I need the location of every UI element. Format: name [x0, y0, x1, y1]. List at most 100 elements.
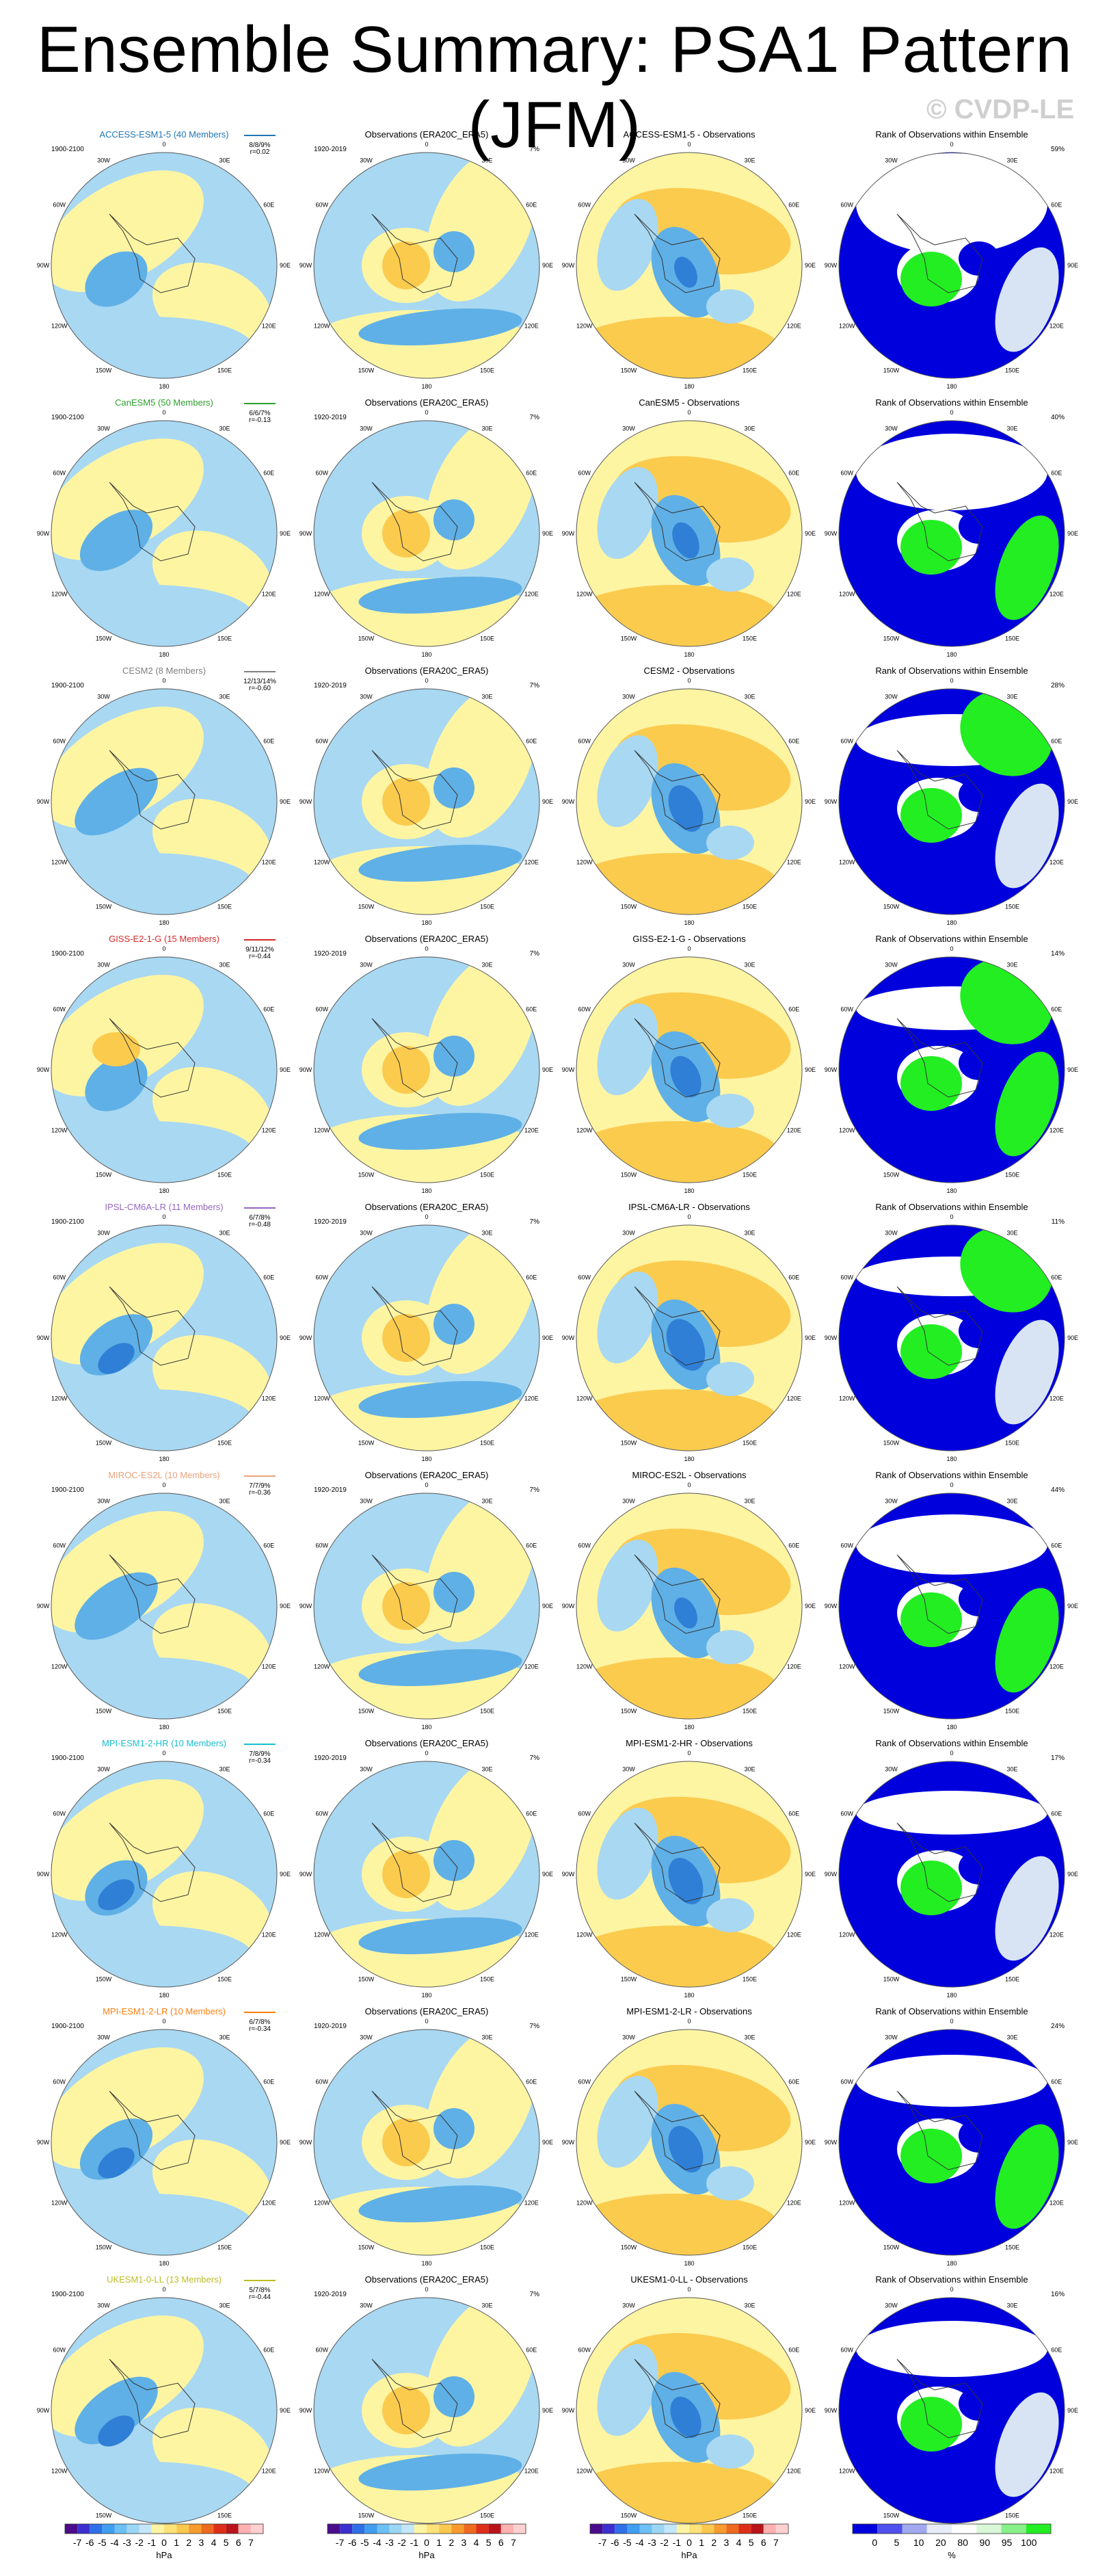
longitude-label: 150E	[217, 1975, 232, 1982]
longitude-label: 120E	[524, 1395, 539, 1402]
longitude-label: 0	[425, 141, 428, 148]
map-border	[313, 1224, 540, 1451]
colorbar-tick-label: 5	[749, 2537, 754, 2548]
longitude-label: 30E	[481, 1230, 492, 1237]
colorbar-swatch	[102, 2524, 115, 2534]
colorbar-tick-label: 6	[761, 2537, 766, 2548]
rank-mid	[856, 434, 1047, 510]
colorbar-tick-label: -5	[98, 2537, 107, 2548]
model-title: MPI-ESM1-2-LR (10 Members)	[103, 2006, 226, 2016]
longitude-label: 150W	[96, 2512, 112, 2519]
longitude-label: 60E	[788, 1006, 799, 1013]
longitude-label: 90E	[280, 1603, 291, 1609]
longitude-label: 150W	[96, 1707, 112, 1714]
model-stats: 6/6/7%	[249, 410, 270, 417]
negative-anomaly	[358, 1112, 522, 1151]
antarctica-coastline	[634, 213, 721, 293]
rank-low	[959, 2387, 1000, 2421]
longitude-label: 30E	[1006, 2302, 1017, 2309]
longitude-label: 150E	[480, 367, 494, 373]
obs-years: 1920-2019	[314, 1218, 347, 1226]
colorbar-swatch	[226, 2524, 239, 2534]
model-correlation: r=-0.44	[249, 953, 271, 960]
longitude-label: 150E	[743, 635, 757, 642]
colorbar-frame	[64, 2523, 264, 2534]
antarctica-coastline	[371, 482, 458, 562]
antarctica-coastline	[634, 1018, 721, 1098]
negative-anomaly	[670, 2396, 702, 2439]
longitude-label: 90E	[280, 1871, 291, 1878]
positive-anomaly	[382, 510, 430, 557]
longitude-label: 150W	[883, 367, 900, 373]
longitude-label: 90W	[37, 798, 50, 805]
map-border	[838, 1493, 1065, 1720]
longitude-label: 180	[421, 1187, 431, 1194]
colorbar-swatch	[328, 2524, 340, 2534]
longitude-label: 90W	[562, 1335, 575, 1341]
longitude-label: 180	[159, 919, 169, 926]
colorbar-swatch	[377, 2524, 390, 2534]
model-stats: 7/8/9%	[249, 1750, 270, 1758]
longitude-label: 180	[684, 1187, 694, 1194]
longitude-label: 90W	[562, 798, 575, 805]
colorbar-swatch	[364, 2524, 377, 2534]
longitude-label: 150E	[480, 903, 494, 910]
rank-high	[995, 783, 1059, 889]
negative-anomaly	[706, 1630, 754, 1664]
longitude-label: 30E	[744, 2302, 755, 2309]
longitude-label: 120E	[1050, 1127, 1064, 1134]
longitude-label: 90W	[562, 1066, 575, 1073]
obs-years: 1920-2019	[314, 1486, 347, 1494]
longitude-label: 180	[421, 2260, 431, 2267]
longitude-label: 90W	[825, 1335, 838, 1341]
obs-pct: 7%	[530, 1218, 540, 1226]
longitude-label: 150W	[96, 1171, 112, 1178]
colorbar-tick-label: -3	[385, 2537, 394, 2548]
longitude-label: 30E	[1006, 425, 1017, 432]
longitude-label: 120E	[1050, 1395, 1064, 1402]
map-border	[576, 2297, 803, 2524]
map-border	[313, 420, 540, 647]
longitude-label: 60W	[840, 1006, 853, 1013]
longitude-label: 150E	[743, 2512, 757, 2519]
longitude-label: 60E	[526, 202, 537, 209]
longitude-label: 120W	[839, 1932, 855, 1938]
map-border	[51, 1761, 278, 1988]
longitude-label: 120W	[51, 1664, 68, 1670]
map-border	[838, 956, 1065, 1183]
longitude-label: 150E	[1005, 1171, 1019, 1178]
longitude-label: 150E	[1005, 1707, 1019, 1714]
model-stats: 6/7/8%	[249, 2019, 270, 2026]
longitude-label: 120W	[839, 2468, 855, 2475]
antarctica-coastline	[896, 1554, 983, 1634]
antarctica-coastline	[371, 1822, 458, 1902]
longitude-label: 60E	[1051, 470, 1062, 477]
colorbar-swatch	[176, 2524, 189, 2534]
rank-map-1: 0 30E 60E 90E 120E 150E 180 150W 120W 90W 60W 30W Ra…	[825, 129, 1078, 390]
longitude-label: 150E	[1005, 635, 1019, 642]
colorbar-swatch	[126, 2524, 139, 2534]
map-border	[576, 152, 803, 379]
longitude-label: 30W	[97, 425, 110, 432]
colorbar-tick-label: -1	[148, 2537, 157, 2548]
longitude-label: 90W	[37, 2139, 50, 2146]
longitude-label: 120W	[839, 1127, 855, 1134]
longitude-label: 150E	[480, 1171, 494, 1178]
model-correlation: r=-0.60	[249, 685, 271, 692]
longitude-label: 60W	[315, 2347, 328, 2354]
longitude-label: 60W	[578, 1006, 591, 1013]
longitude-label: 120E	[262, 859, 276, 866]
longitude-label: 90W	[825, 530, 838, 537]
negative-anomaly	[670, 1055, 702, 1098]
longitude-label: 150W	[621, 1707, 637, 1714]
longitude-label: 30E	[219, 962, 230, 969]
longitude-label: 0	[425, 1750, 428, 1757]
rank-high	[900, 252, 962, 306]
longitude-label: 180	[946, 1456, 957, 1462]
longitude-label: 60W	[53, 470, 66, 477]
negative-anomaly	[433, 1840, 475, 1881]
rank-title: Rank of Observations within Ensemble	[875, 2006, 1028, 2016]
map-border	[313, 152, 540, 379]
rank-map-5: 0 30E 60E 90E 120E 150E 180 150W 120W 90W 60W 30W Ra…	[825, 1202, 1078, 1462]
negative-anomaly	[75, 2376, 158, 2445]
